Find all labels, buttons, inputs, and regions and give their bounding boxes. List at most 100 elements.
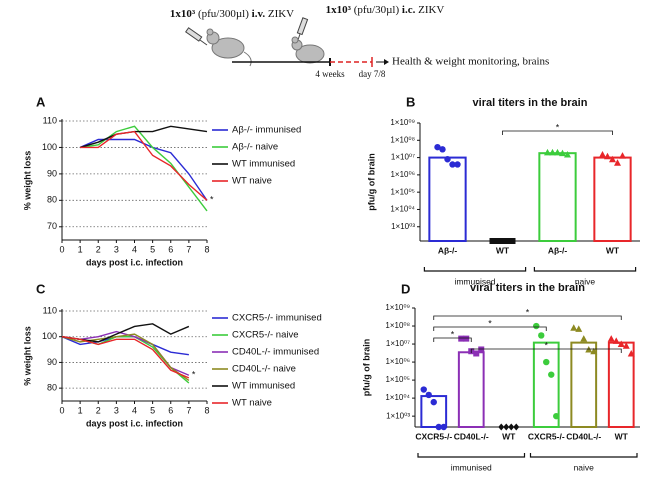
x-tick-label: 5 xyxy=(150,405,155,415)
virus: ZIKV xyxy=(418,4,444,16)
endpoint: day 7/8 xyxy=(359,69,386,79)
x-tick-label: 3 xyxy=(114,405,119,415)
x-tick-label: 0 xyxy=(59,244,64,254)
x-tick-label: CD40L-/- xyxy=(454,431,489,441)
data-point xyxy=(553,412,560,420)
x-tick-label: 1 xyxy=(78,405,83,415)
data-point xyxy=(622,342,630,349)
x-tick-label: Aβ-/- xyxy=(438,245,458,255)
x-tick-label: 3 xyxy=(114,244,119,254)
bar xyxy=(532,341,560,428)
x-axis-label: days post i.c. infection xyxy=(86,257,183,267)
virus: ZIKV xyxy=(268,8,294,20)
data-point xyxy=(498,423,505,431)
series-line xyxy=(61,336,190,379)
group-label: naive xyxy=(575,276,596,286)
series-line xyxy=(61,333,190,381)
bar xyxy=(538,152,577,242)
y-axis-label: % weight loss xyxy=(22,151,32,211)
y-tick-label: 100 xyxy=(42,142,57,152)
data-point xyxy=(538,332,545,339)
significance-bracket xyxy=(470,348,622,353)
data-point xyxy=(590,347,598,355)
y-axis-label: pfu/g of brain xyxy=(361,339,371,397)
y-tick-label: 70 xyxy=(47,221,57,231)
data-point xyxy=(533,322,540,330)
legend-label: WT naive xyxy=(232,176,272,187)
significance-bracket xyxy=(433,315,622,320)
significance-label: * xyxy=(451,329,455,339)
route: i.v. xyxy=(252,8,266,20)
x-tick-label: 6 xyxy=(168,405,173,415)
panel-label: A xyxy=(36,94,46,109)
panel-label: D xyxy=(401,281,410,296)
data-point xyxy=(599,151,606,158)
data-point xyxy=(435,423,442,431)
y-tick-label: 1×10⁰⁴ xyxy=(385,393,410,402)
data-point xyxy=(473,350,480,357)
y-tick-label: 1×10⁰³ xyxy=(391,222,415,231)
data-point xyxy=(503,423,510,431)
y-tick-label: 1×10⁰⁸ xyxy=(390,135,415,144)
data-point xyxy=(627,349,635,357)
data-point xyxy=(430,398,437,406)
data-point xyxy=(434,143,441,151)
data-point xyxy=(449,161,456,168)
group-bracket xyxy=(529,453,638,458)
data-point xyxy=(549,148,556,156)
mouse-1 xyxy=(206,28,252,67)
legend-label: WT immunised xyxy=(232,159,295,170)
data-point xyxy=(617,340,625,348)
arrow-head xyxy=(384,59,389,65)
mouse-2 xyxy=(291,36,325,64)
data-point xyxy=(554,148,561,156)
significance-bracket xyxy=(502,130,613,135)
y-tick-label: 90 xyxy=(47,168,57,178)
data-point xyxy=(463,335,470,342)
y-tick-label: 1×10⁰⁶ xyxy=(385,357,410,366)
x-tick-label: CXCR5-/- xyxy=(528,431,565,441)
route: i.c. xyxy=(402,4,416,16)
y-tick-label: 110 xyxy=(43,115,57,125)
series-line xyxy=(80,130,208,201)
data-point xyxy=(580,335,588,342)
syringe-1 xyxy=(185,27,208,46)
data-point xyxy=(548,371,555,378)
y-tick-label: 110 xyxy=(43,305,57,315)
panel-label: B xyxy=(406,94,415,109)
series-line xyxy=(80,125,208,212)
data-point xyxy=(544,148,551,156)
y-axis-label: pfu/g of brain xyxy=(366,153,376,211)
y-tick-label: 90 xyxy=(47,357,57,367)
series-line xyxy=(79,125,208,149)
bar xyxy=(420,395,448,428)
chart-title: viral titers in the brain xyxy=(473,97,588,109)
readout: Health & weight monitoring, brains xyxy=(392,56,549,68)
y-tick-label: 100 xyxy=(42,331,57,341)
legend-label: WT immunised xyxy=(232,381,295,392)
data-point xyxy=(575,325,583,332)
data-point xyxy=(543,358,550,366)
data-point xyxy=(614,159,621,166)
x-tick-label: 8 xyxy=(204,405,209,415)
data-point xyxy=(489,238,496,244)
y-tick-label: 1×10⁰⁵ xyxy=(385,375,410,384)
group-bracket xyxy=(417,453,526,458)
data-point xyxy=(499,238,506,244)
data-point xyxy=(425,391,432,399)
bar xyxy=(457,351,485,429)
data-point xyxy=(509,238,516,244)
group-bracket xyxy=(533,267,637,272)
y-tick-label: 1×10⁰⁷ xyxy=(386,339,410,348)
legend-label: WT naive xyxy=(232,398,272,409)
y-tick-label: 1×10⁰⁵ xyxy=(390,187,415,196)
data-point xyxy=(444,156,451,163)
annotation: * xyxy=(210,195,214,205)
legend-label: CXCR5-/- naive xyxy=(232,330,299,341)
y-tick-label: 1×10⁰³ xyxy=(386,411,410,420)
data-point xyxy=(440,423,447,431)
injection-2: 1x10³ (pfu/30µl) i.c. ZIKV xyxy=(326,4,445,16)
legend-label: CD40L-/- immunised xyxy=(232,347,319,358)
x-tick-label: 8 xyxy=(204,244,209,254)
